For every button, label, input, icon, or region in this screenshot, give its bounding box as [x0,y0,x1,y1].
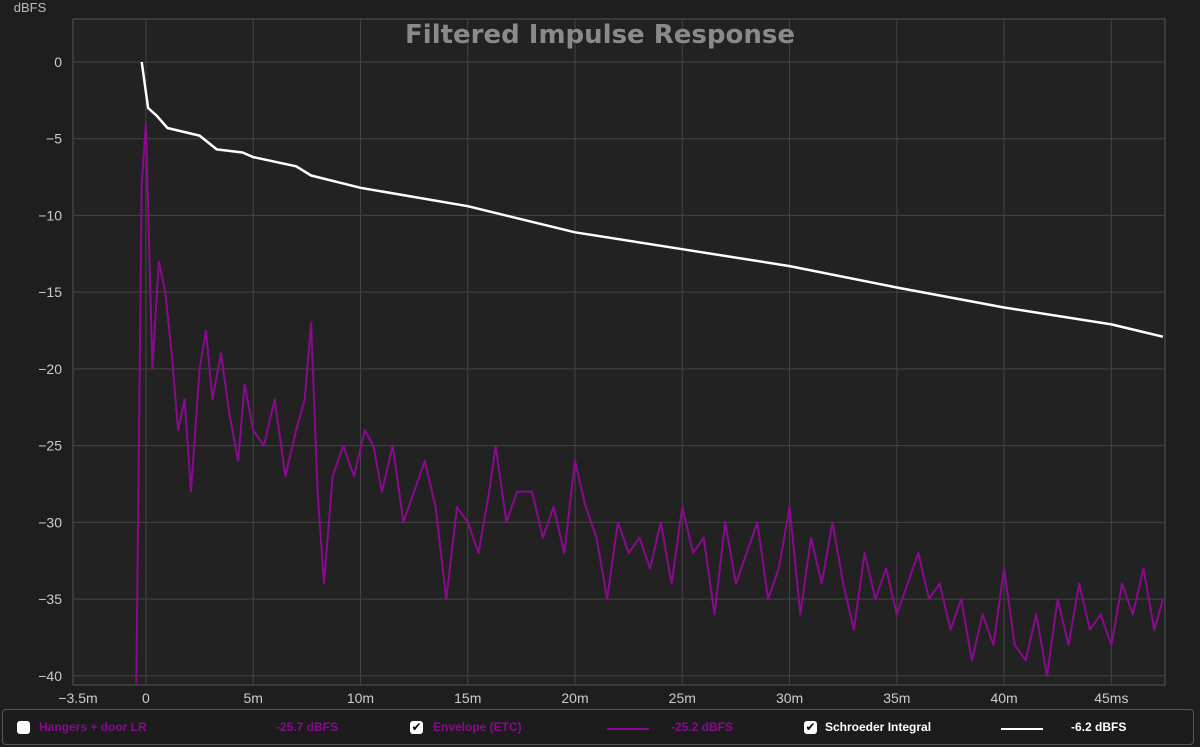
series-layer [135,61,1164,684]
x-tick-label: 40m [990,690,1017,706]
measurement-label: Hangers + door LR [39,720,147,734]
schroeder-integral-line [140,61,1164,338]
y-tick-label: 0 [54,54,62,70]
schroeder-label: Schroeder Integral [825,720,932,734]
y-tick-label: −40 [38,668,62,684]
y-tick-label: −5 [46,131,62,147]
y-tick-label: −30 [38,514,62,530]
y-axis-label: dBFS [14,0,47,15]
impulse-response-chart: −3.5m 0 5m 10m 15m 20m 25m 30m 35m 40m 45ms 0 −5 −10 −… [14,0,1166,706]
grid [73,19,1165,685]
x-tick-label: 30m [776,690,803,706]
schroeder-swatch [1001,728,1043,730]
x-tick-label: 35m [883,690,910,706]
y-tick-label: −15 [38,284,62,300]
plot-area [72,18,1166,686]
measurement-checkbox[interactable] [17,721,30,734]
measurement-value: -25.7 dBFS [276,720,339,734]
schroeder-value: -6.2 dBFS [1071,720,1127,734]
x-tick-label: 25m [669,690,696,706]
envelope-label: Envelope (ETC) [433,720,522,734]
envelope-swatch [607,728,649,730]
schroeder-checkbox[interactable]: ✔ [804,720,817,734]
x-tick-label: 0 [142,690,150,706]
y-tick-label: −25 [38,438,62,454]
chart-title: Filtered Impulse Response [405,20,795,50]
envelope-etc-line [135,122,1164,684]
x-tick-label: 15m [454,690,481,706]
x-tick-label: 20m [561,690,588,706]
y-tick-label: −35 [38,591,62,607]
x-tick-label: 5m [243,690,262,706]
legend-bar: Hangers + door LR -25.7 dBFS ✔ Envelope … [2,709,1194,745]
envelope-checkbox[interactable]: ✔ [410,720,423,734]
y-tick-label: −20 [38,361,62,377]
x-tick-label: −3.5m [58,690,97,706]
tick-labels: −3.5m 0 5m 10m 15m 20m 25m 30m 35m 40m 45ms 0 −5 −10 −… [38,54,1128,706]
x-tick-label: 45ms [1094,690,1128,706]
y-tick-label: −10 [38,207,62,223]
x-tick-label: 10m [347,690,374,706]
envelope-value: -25.2 dBFS [671,720,734,734]
